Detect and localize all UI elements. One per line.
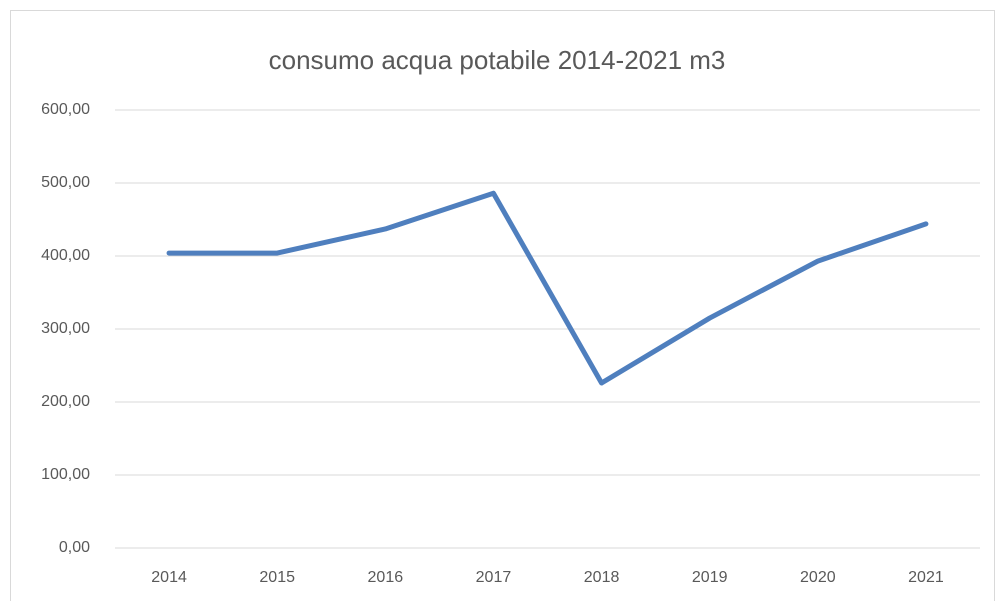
y-tick-label: 600,00 (41, 101, 90, 118)
y-tick-label: 400,00 (41, 247, 90, 264)
x-tick-label: 2017 (476, 569, 512, 586)
chart-border (10, 10, 995, 601)
y-tick-label: 200,00 (41, 393, 90, 410)
y-tick-label: 500,00 (41, 174, 90, 191)
y-tick-label: 100,00 (41, 466, 90, 483)
y-tick-label: 0,00 (59, 539, 90, 556)
x-tick-label: 2020 (800, 569, 836, 586)
x-tick-label: 2016 (368, 569, 404, 586)
y-tick-label: 300,00 (41, 320, 90, 337)
x-tick-label: 2014 (151, 569, 187, 586)
x-tick-label: 2019 (692, 569, 728, 586)
data-line (166, 190, 929, 386)
x-tick-label: 2015 (259, 569, 295, 586)
x-tick-label: 2021 (908, 569, 944, 586)
x-tick-label: 2018 (584, 569, 620, 586)
chart-title: consumo acqua potabile 2014-2021 m3 (269, 45, 726, 75)
